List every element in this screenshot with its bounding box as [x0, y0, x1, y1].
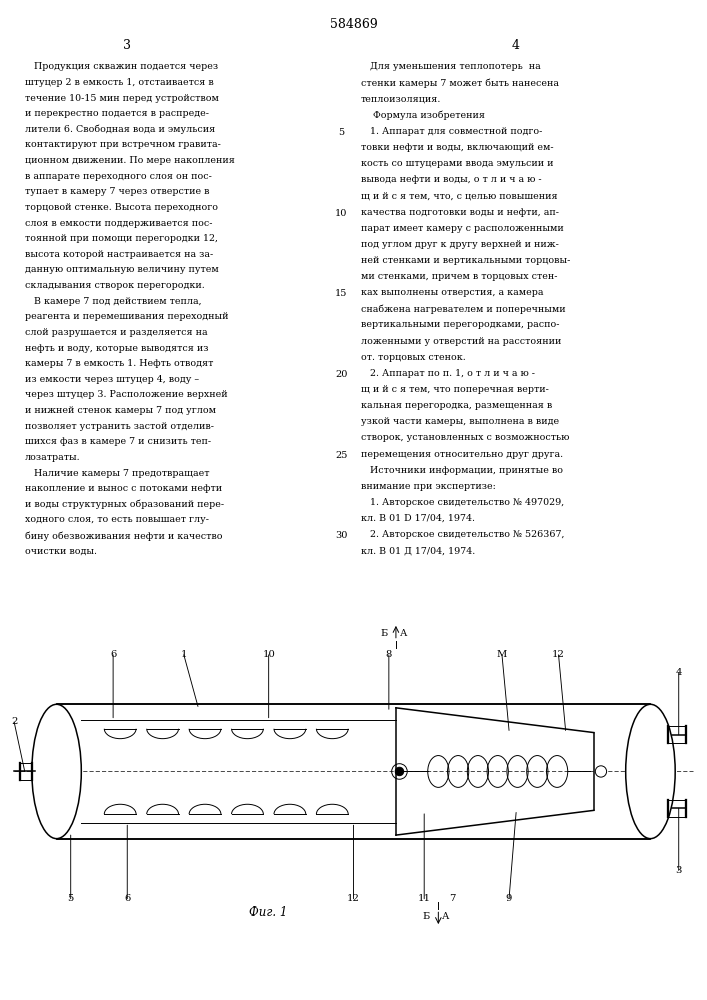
- Text: товки нефти и воды, включающий ем-: товки нефти и воды, включающий ем-: [361, 143, 553, 152]
- Text: лозатраты.: лозатраты.: [25, 453, 81, 462]
- Text: теплоизоляция.: теплоизоляция.: [361, 95, 441, 104]
- Text: слой разрушается и разделяется на: слой разрушается и разделяется на: [25, 328, 207, 337]
- Text: под углом друг к другу верхней и ниж-: под углом друг к другу верхней и ниж-: [361, 240, 559, 249]
- Text: ми стенками, причем в торцовых стен-: ми стенками, причем в торцовых стен-: [361, 272, 557, 281]
- Text: кость со штуцерами ввода эмульсии и: кость со штуцерами ввода эмульсии и: [361, 159, 553, 168]
- Text: стенки камеры 7 может быть нанесена: стенки камеры 7 может быть нанесена: [361, 79, 559, 88]
- Text: кальная перегородка, размещенная в: кальная перегородка, размещенная в: [361, 401, 552, 410]
- Text: высота которой настраивается на за-: высота которой настраивается на за-: [25, 250, 213, 259]
- Text: 4: 4: [512, 39, 520, 52]
- Text: Источники информации, принятые во: Источники информации, принятые во: [361, 466, 563, 475]
- Text: камеры 7 в емкость 1. Нефть отводят: камеры 7 в емкость 1. Нефть отводят: [25, 359, 213, 368]
- Text: 25: 25: [335, 451, 347, 460]
- Text: Б: Б: [380, 629, 387, 638]
- Text: А: А: [399, 629, 407, 638]
- Text: 3: 3: [675, 866, 682, 875]
- Text: вертикальными перегородками, распо-: вертикальными перегородками, распо-: [361, 320, 559, 329]
- Text: 584869: 584869: [329, 18, 378, 31]
- Text: парат имеет камеру с расположенными: парат имеет камеру с расположенными: [361, 224, 563, 233]
- Text: 6: 6: [110, 650, 116, 659]
- Text: снабжена нагревателем и поперечными: снабжена нагревателем и поперечными: [361, 304, 565, 314]
- Text: накопление и вынос с потоками нефти: накопление и вынос с потоками нефти: [25, 484, 222, 493]
- Text: 1: 1: [180, 650, 187, 659]
- Text: 8: 8: [385, 650, 392, 659]
- Text: 2. Аппарат по п. 1, о т л и ч а ю -: 2. Аппарат по п. 1, о т л и ч а ю -: [361, 369, 534, 378]
- Text: Б: Б: [423, 912, 430, 921]
- Text: Фиг. 1: Фиг. 1: [250, 906, 288, 919]
- Text: вывода нефти и воды, о т л и ч а ю -: вывода нефти и воды, о т л и ч а ю -: [361, 175, 541, 184]
- Text: А: А: [442, 912, 449, 921]
- Text: нефть и воду, которые выводятся из: нефть и воду, которые выводятся из: [25, 344, 209, 353]
- Text: кл. В 01 Д 17/04, 1974.: кл. В 01 Д 17/04, 1974.: [361, 546, 475, 555]
- Circle shape: [395, 767, 404, 776]
- Text: 11: 11: [418, 894, 431, 903]
- Text: лители 6. Свободная вода и эмульсия: лители 6. Свободная вода и эмульсия: [25, 125, 215, 134]
- Text: Продукция скважин подается через: Продукция скважин подается через: [25, 62, 218, 71]
- Text: 15: 15: [335, 289, 347, 298]
- Text: 10: 10: [335, 209, 347, 218]
- Text: 20: 20: [335, 370, 347, 379]
- Text: щ и й с я тем, что поперечная верти-: щ и й с я тем, что поперечная верти-: [361, 385, 549, 394]
- Text: очистки воды.: очистки воды.: [25, 547, 97, 556]
- Text: 1. Аппарат для совместной подго-: 1. Аппарат для совместной подго-: [361, 127, 542, 136]
- Text: складывания створок перегородки.: складывания створок перегородки.: [25, 281, 204, 290]
- Text: торцовой стенке. Высота переходного: торцовой стенке. Высота переходного: [25, 203, 218, 212]
- Text: щ и й с я тем, что, с целью повышения: щ и й с я тем, что, с целью повышения: [361, 191, 557, 200]
- Text: и нижней стенок камеры 7 под углом: и нижней стенок камеры 7 под углом: [25, 406, 216, 415]
- Text: тоянной при помощи перегородки 12,: тоянной при помощи перегородки 12,: [25, 234, 218, 243]
- Text: Формула изобретения: Формула изобретения: [361, 111, 484, 120]
- Text: штуцер 2 в емкость 1, отстаивается в: штуцер 2 в емкость 1, отстаивается в: [25, 78, 214, 87]
- Text: шихся фаз в камере 7 и снизить теп-: шихся фаз в камере 7 и снизить теп-: [25, 437, 211, 446]
- Text: бину обезвоживания нефти и качество: бину обезвоживания нефти и качество: [25, 531, 222, 541]
- Text: слоя в емкости поддерживается пос-: слоя в емкости поддерживается пос-: [25, 219, 212, 228]
- Text: ложенными у отверстий на расстоянии: ложенными у отверстий на расстоянии: [361, 337, 561, 346]
- Text: внимание при экспертизе:: внимание при экспертизе:: [361, 482, 496, 491]
- Text: 10: 10: [262, 650, 275, 659]
- Text: от. торцовых стенок.: от. торцовых стенок.: [361, 353, 465, 362]
- Text: 12: 12: [552, 650, 565, 659]
- Text: 2. Авторское свидетельство № 526367,: 2. Авторское свидетельство № 526367,: [361, 530, 564, 539]
- Text: 12: 12: [347, 894, 360, 903]
- Text: из емкости через штуцер 4, воду –: из емкости через штуцер 4, воду –: [25, 375, 199, 384]
- Text: через штуцер 3. Расположение верхней: через штуцер 3. Расположение верхней: [25, 390, 228, 399]
- Text: 3: 3: [123, 39, 132, 52]
- Text: 2: 2: [11, 717, 18, 726]
- Text: тупает в камеру 7 через отверстие в: тупает в камеру 7 через отверстие в: [25, 187, 209, 196]
- Text: ней стенками и вертикальными торцовы-: ней стенками и вертикальными торцовы-: [361, 256, 570, 265]
- Text: 9: 9: [506, 894, 513, 903]
- Text: позволяет устранить застой отделив-: позволяет устранить застой отделив-: [25, 422, 214, 431]
- Text: 1. Авторское свидетельство № 497029,: 1. Авторское свидетельство № 497029,: [361, 498, 563, 507]
- Text: течение 10-15 мин перед устройством: течение 10-15 мин перед устройством: [25, 94, 218, 103]
- Text: M: M: [497, 650, 507, 659]
- Text: ках выполнены отверстия, а камера: ках выполнены отверстия, а камера: [361, 288, 543, 297]
- Text: 5: 5: [67, 894, 74, 903]
- Bar: [57, 704, 650, 839]
- Text: в аппарате переходного слоя он пос-: в аппарате переходного слоя он пос-: [25, 172, 211, 181]
- Text: реагента и перемешивания переходный: реагента и перемешивания переходный: [25, 312, 228, 321]
- Text: створок, установленных с возможностью: створок, установленных с возможностью: [361, 433, 569, 442]
- Text: ционном движении. По мере накопления: ционном движении. По мере накопления: [25, 156, 235, 165]
- Text: 7: 7: [449, 894, 456, 903]
- Text: и перекрестно подается в распреде-: и перекрестно подается в распреде-: [25, 109, 209, 118]
- Text: кл. В 01 D 17/04, 1974.: кл. В 01 D 17/04, 1974.: [361, 514, 474, 523]
- Text: Для уменьшения теплопотерь  на: Для уменьшения теплопотерь на: [361, 62, 540, 71]
- Text: 6: 6: [124, 894, 130, 903]
- Text: 4: 4: [675, 668, 682, 677]
- Text: перемещения относительно друг друга.: перемещения относительно друг друга.: [361, 450, 563, 459]
- Text: и воды структурных образований пере-: и воды структурных образований пере-: [25, 500, 224, 509]
- Text: 5: 5: [338, 128, 344, 137]
- Text: Наличие камеры 7 предотвращает: Наличие камеры 7 предотвращает: [25, 469, 209, 478]
- Ellipse shape: [626, 704, 675, 839]
- Text: качества подготовки воды и нефти, ап-: качества подготовки воды и нефти, ап-: [361, 208, 559, 217]
- Text: узкой части камеры, выполнена в виде: узкой части камеры, выполнена в виде: [361, 417, 559, 426]
- Text: 30: 30: [335, 531, 347, 540]
- Text: В камере 7 под действием тепла,: В камере 7 под действием тепла,: [25, 297, 201, 306]
- Text: контактируют при встречном гравита-: контактируют при встречном гравита-: [25, 140, 221, 149]
- Text: данную оптимальную величину путем: данную оптимальную величину путем: [25, 265, 218, 274]
- Ellipse shape: [32, 704, 81, 839]
- Circle shape: [595, 766, 607, 777]
- Text: ходного слоя, то есть повышает глу-: ходного слоя, то есть повышает глу-: [25, 515, 209, 524]
